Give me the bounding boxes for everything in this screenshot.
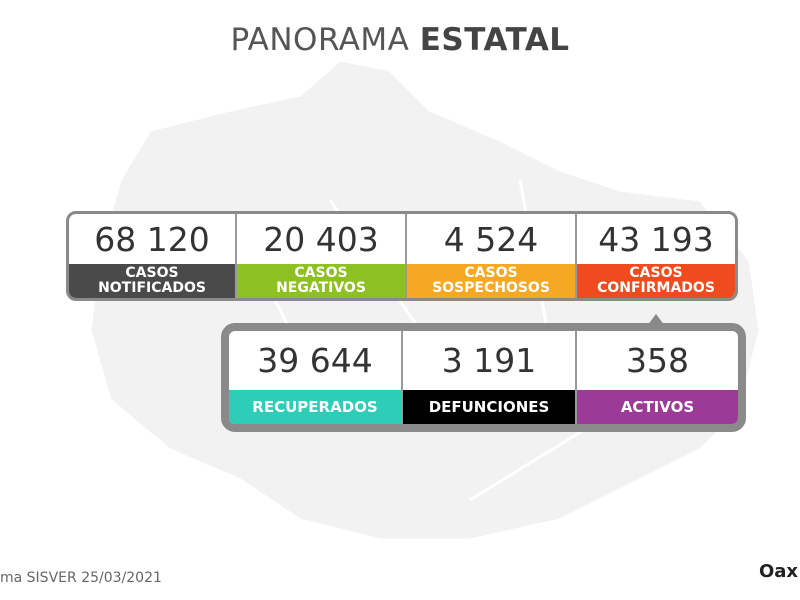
stat-card: 39 644 RECUPERADOS [229, 331, 401, 424]
stat-label: RECUPERADOS [229, 390, 401, 424]
stat-value: 39 644 [257, 341, 373, 380]
label-line: SOSPECHOSOS [432, 280, 550, 296]
label-line: RECUPERADOS [252, 397, 378, 416]
stat-value: 20 403 [263, 219, 379, 259]
stat-label: DEFUNCIONES [403, 390, 575, 424]
stat-label: CASOS NEGATIVOS [237, 264, 405, 298]
stat-label: CASOS CONFIRMADOS [577, 264, 735, 298]
stat-label: CASOS NOTIFICADOS [69, 264, 235, 298]
stat-card: 20 403 CASOS NEGATIVOS [235, 214, 405, 298]
label-line: CASOS [294, 265, 348, 281]
label-line: NOTIFICADOS [98, 280, 206, 296]
logo: Oax [758, 561, 798, 582]
bottom-panel: 39 644 RECUPERADOS 3 191 DEFUNCIONES 358… [221, 323, 746, 432]
footer-source: ma SISVER [0, 570, 77, 586]
stat-card: 43 193 CASOS CONFIRMADOS [575, 214, 735, 298]
stat-card: 68 120 CASOS NOTIFICADOS [69, 214, 235, 298]
title: PANORAMA ESTATAL [0, 22, 800, 58]
footer-date: 25/03/2021 [81, 570, 162, 586]
stat-value: 43 193 [598, 219, 714, 259]
title-bold: ESTATAL [419, 22, 570, 58]
stat-value: 68 120 [94, 219, 210, 259]
stat-value: 358 [626, 341, 689, 380]
stat-value: 3 191 [441, 341, 537, 380]
label-line: CONFIRMADOS [597, 280, 715, 296]
footer: ma SISVER 25/03/2021 [0, 570, 162, 586]
stat-label: ACTIVOS [577, 390, 738, 424]
stat-card: 358 ACTIVOS [575, 331, 738, 424]
stat-card: 4 524 CASOS SOSPECHOSOS [405, 214, 575, 298]
stat-value: 4 524 [443, 219, 539, 259]
label-line: CASOS [125, 265, 179, 281]
label-line: DEFUNCIONES [428, 397, 550, 416]
label-line: CASOS [629, 265, 683, 281]
top-panel: 68 120 CASOS NOTIFICADOS 20 403 CASOS NEGA… [66, 211, 738, 301]
title-light: PANORAMA [230, 22, 410, 58]
label-line: NEGATIVOS [276, 280, 366, 296]
stat-card: 3 191 DEFUNCIONES [401, 331, 575, 424]
label-line: CASOS [464, 265, 518, 281]
label-line: ACTIVOS [620, 397, 695, 416]
stat-label: CASOS SOSPECHOSOS [407, 264, 575, 298]
